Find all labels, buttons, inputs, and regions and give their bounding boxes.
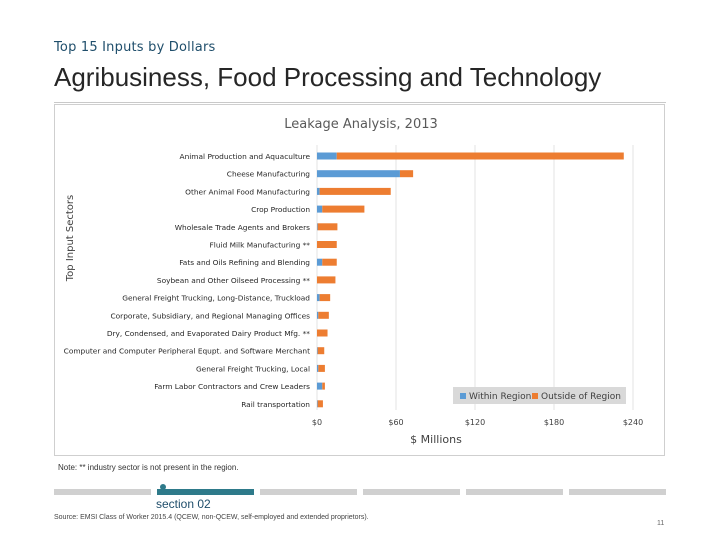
category-label: Animal Production and Aquaculture — [180, 152, 311, 161]
bar-within-region — [317, 382, 323, 390]
section-nav-1[interactable] — [54, 489, 151, 495]
bar-within-region — [317, 400, 318, 408]
title-divider — [54, 102, 666, 103]
bar-outside-region — [322, 205, 365, 213]
bar-outside-region — [317, 347, 325, 355]
category-label: Dry, Condensed, and Evaporated Dairy Pro… — [107, 329, 310, 338]
bar-outside-region — [322, 258, 337, 266]
bar-outside-region — [336, 152, 624, 160]
bar-outside-region — [317, 241, 337, 248]
category-label: Rail transportation — [241, 400, 310, 409]
kicker-title: Top 15 Inputs by Dollars — [54, 40, 216, 55]
legend-label-within: Within Region — [469, 392, 531, 402]
section-nav-5[interactable] — [466, 489, 563, 495]
x-tick-label: $120 — [465, 418, 485, 427]
category-label: Fats and Oils Refining and Blending — [179, 258, 310, 267]
bar-outside-region — [317, 400, 323, 408]
category-label: Crop Production — [251, 205, 310, 214]
y-axis-label: Top Input Sectors — [65, 195, 76, 282]
bar-outside-region — [317, 329, 328, 337]
section-nav-4[interactable] — [363, 489, 460, 495]
category-label: Wholesale Trade Agents and Brokers — [175, 223, 310, 232]
x-tick-label: $60 — [388, 418, 403, 427]
x-tick-label: $0 — [312, 418, 322, 427]
bar-within-region — [317, 223, 318, 231]
x-tick-label: $240 — [623, 418, 643, 427]
chart-frame: Animal Production and Aquaculture Cheese … — [54, 104, 665, 456]
x-tick-label: $180 — [544, 418, 564, 427]
legend-swatch-outside — [532, 393, 538, 399]
bar-outside-region — [317, 276, 336, 284]
leakage-chart: Animal Production and Aquaculture Cheese … — [64, 117, 644, 446]
bar-within-region — [317, 364, 319, 372]
section-nav-3[interactable] — [260, 489, 357, 495]
bar-within-region — [317, 258, 323, 266]
page-number: 11 — [657, 520, 665, 527]
page-title: Agribusiness, Food Processing and Techno… — [54, 62, 602, 92]
category-label: Computer and Computer Peripheral Equpt. … — [64, 347, 310, 356]
x-axis-label: $ Millions — [410, 433, 462, 446]
section-label: section 02 — [156, 497, 211, 511]
category-label: Corporate, Subsidiary, and Regional Mana… — [111, 311, 311, 320]
category-label: General Freight Trucking, Local — [196, 364, 310, 373]
bar-within-region — [317, 205, 323, 213]
category-label: Fluid Milk Manufacturing ** — [210, 241, 311, 250]
bar-within-region — [317, 170, 400, 178]
section-marker — [160, 484, 166, 490]
chart-legend: Within Region Outside of Region — [453, 387, 626, 404]
bar-within-region — [317, 311, 319, 319]
bar-outside-region — [319, 187, 391, 195]
category-label: Cheese Manufacturing — [227, 170, 311, 179]
bar-outside-region — [317, 223, 338, 231]
bar-within-region — [317, 152, 337, 160]
bar-within-region — [317, 347, 318, 355]
category-label: Other Animal Food Manufacturing — [185, 187, 310, 196]
chart-title: Leakage Analysis, 2013 — [284, 117, 438, 132]
footnote: Note: ** industry sector is not present … — [58, 463, 239, 472]
bar-outside-region — [318, 311, 329, 319]
source-citation: Source: EMSI Class of Worker 2015.4 (QCE… — [54, 514, 369, 521]
category-label: General Freight Trucking, Long-Distance,… — [122, 294, 310, 303]
bar-within-region — [317, 187, 320, 195]
category-label: Farm Labor Contractors and Crew Leaders — [154, 382, 310, 391]
bar-outside-region — [318, 364, 325, 372]
category-label: Soybean and Other Oilseed Processing ** — [157, 276, 310, 285]
legend-label-outside: Outside of Region — [541, 392, 621, 402]
bar-outside-region — [322, 382, 325, 390]
bar-within-region — [317, 294, 320, 302]
section-nav-6[interactable] — [569, 489, 666, 495]
bar-outside-region — [399, 170, 414, 178]
section-nav-2[interactable] — [157, 489, 254, 495]
bar-outside-region — [319, 294, 331, 302]
legend-swatch-within — [460, 393, 466, 399]
